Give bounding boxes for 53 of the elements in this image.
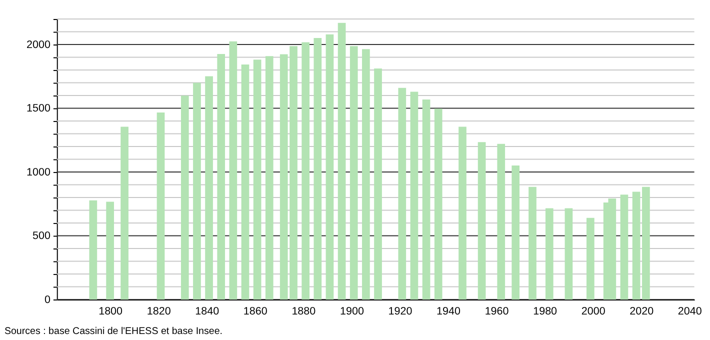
bar	[362, 49, 370, 300]
y-tick-label: 1500	[26, 102, 51, 115]
x-tick-label: 1940	[436, 306, 460, 318]
bar	[193, 82, 201, 300]
bar	[229, 41, 238, 300]
bar	[265, 56, 274, 300]
bar	[478, 142, 486, 300]
bar	[632, 192, 640, 300]
bar	[314, 38, 322, 300]
bar	[497, 144, 506, 300]
bar	[180, 96, 189, 300]
x-tick-label: 1960	[484, 306, 509, 318]
bar	[642, 186, 650, 300]
bar	[374, 68, 382, 300]
x-tick-label: 2020	[630, 306, 654, 318]
bar	[302, 42, 310, 300]
y-tick-label: 0	[44, 294, 51, 306]
x-tick-label: 1860	[243, 306, 268, 318]
bar	[156, 112, 165, 300]
y-tick-label: 2000	[26, 38, 51, 51]
x-tick-label: 1800	[98, 306, 123, 318]
bar	[205, 76, 213, 300]
x-tick-label: 1980	[533, 306, 558, 318]
bar	[545, 208, 554, 300]
bar	[253, 60, 262, 300]
bar	[350, 46, 358, 300]
source-note: Sources : base Cassini de l'EHESS et base Insee.	[4, 326, 223, 337]
bar	[217, 54, 226, 300]
bar	[512, 165, 520, 300]
bar	[458, 126, 466, 300]
bar	[434, 108, 442, 300]
bar	[528, 186, 536, 300]
bar	[326, 34, 334, 300]
bar	[338, 22, 346, 300]
bar	[106, 202, 114, 300]
x-tick-label: 1820	[146, 306, 171, 318]
x-tick-label: 1900	[340, 306, 364, 318]
y-tick-label: 500	[32, 230, 51, 242]
bar	[620, 194, 628, 300]
bar	[586, 218, 594, 300]
x-tick-label: 2000	[581, 306, 606, 318]
x-tick-label: 1920	[388, 306, 412, 318]
y-tick-label: 1000	[26, 166, 51, 178]
x-tick-label: 2040	[678, 306, 702, 318]
bar	[120, 126, 128, 300]
bar	[89, 200, 98, 300]
bar	[410, 92, 418, 300]
bar	[241, 64, 250, 300]
x-tick-label: 1880	[292, 306, 316, 318]
bar	[398, 88, 406, 300]
bar	[564, 208, 573, 300]
bar	[422, 99, 430, 300]
x-tick-label: 1840	[195, 306, 220, 318]
